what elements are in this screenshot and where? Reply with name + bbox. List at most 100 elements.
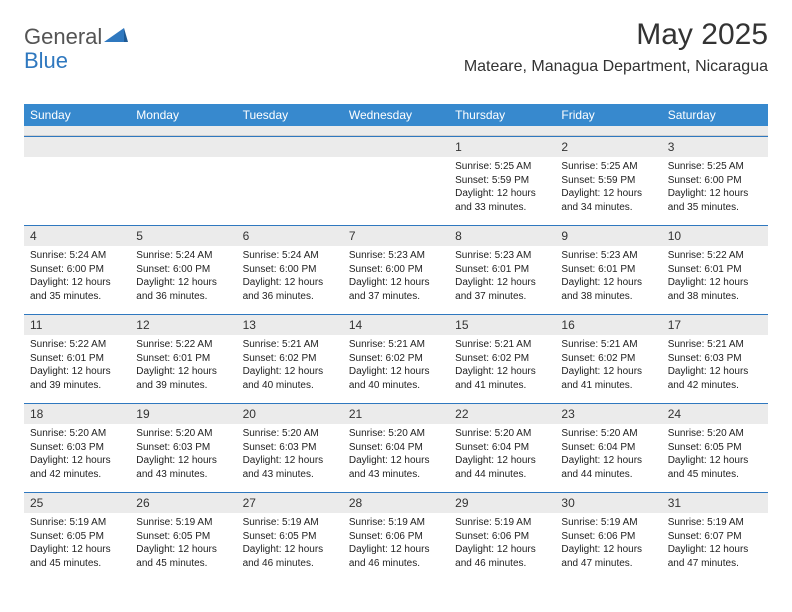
sunrise-text: Sunrise: 5:25 AM — [668, 160, 762, 174]
calendar-day: 26Sunrise: 5:19 AMSunset: 6:05 PMDayligh… — [130, 493, 236, 581]
sunset-text: Sunset: 6:01 PM — [136, 352, 230, 366]
sunrise-text: Sunrise: 5:25 AM — [455, 160, 549, 174]
calendar-day: 30Sunrise: 5:19 AMSunset: 6:06 PMDayligh… — [555, 493, 661, 581]
sunrise-text: Sunrise: 5:19 AM — [30, 516, 124, 530]
day-number: 13 — [237, 315, 343, 335]
calendar-header-row: Sunday Monday Tuesday Wednesday Thursday… — [24, 104, 768, 126]
dow-friday: Friday — [555, 104, 661, 126]
day-number: 22 — [449, 404, 555, 424]
sunrise-text: Sunrise: 5:20 AM — [561, 427, 655, 441]
daylight-text: Daylight: 12 hours and 41 minutes. — [561, 365, 655, 392]
calendar-day: 6Sunrise: 5:24 AMSunset: 6:00 PMDaylight… — [237, 226, 343, 314]
sunset-text: Sunset: 6:01 PM — [30, 352, 124, 366]
daylight-text: Daylight: 12 hours and 41 minutes. — [455, 365, 549, 392]
daylight-text: Daylight: 12 hours and 36 minutes. — [243, 276, 337, 303]
sunset-text: Sunset: 6:03 PM — [136, 441, 230, 455]
calendar-day — [343, 137, 449, 225]
daylight-text: Daylight: 12 hours and 35 minutes. — [668, 187, 762, 214]
day-details: Sunrise: 5:19 AMSunset: 6:06 PMDaylight:… — [343, 513, 449, 574]
day-number: 25 — [24, 493, 130, 513]
daylight-text: Daylight: 12 hours and 43 minutes. — [136, 454, 230, 481]
logo-text-blue: Blue — [24, 48, 68, 73]
day-number: 29 — [449, 493, 555, 513]
calendar-week: 4Sunrise: 5:24 AMSunset: 6:00 PMDaylight… — [24, 225, 768, 314]
title-block: May 2025 Mateare, Managua Department, Ni… — [464, 18, 768, 76]
day-number: 21 — [343, 404, 449, 424]
day-details: Sunrise: 5:20 AMSunset: 6:04 PMDaylight:… — [449, 424, 555, 485]
day-details: Sunrise: 5:19 AMSunset: 6:07 PMDaylight:… — [662, 513, 768, 574]
sunset-text: Sunset: 6:02 PM — [561, 352, 655, 366]
sunset-text: Sunset: 6:05 PM — [136, 530, 230, 544]
daylight-text: Daylight: 12 hours and 40 minutes. — [243, 365, 337, 392]
sunset-text: Sunset: 5:59 PM — [455, 174, 549, 188]
sunrise-text: Sunrise: 5:20 AM — [30, 427, 124, 441]
logo: General — [24, 24, 128, 50]
calendar-day: 1Sunrise: 5:25 AMSunset: 5:59 PMDaylight… — [449, 137, 555, 225]
calendar-week: 18Sunrise: 5:20 AMSunset: 6:03 PMDayligh… — [24, 403, 768, 492]
sunrise-text: Sunrise: 5:25 AM — [561, 160, 655, 174]
day-details: Sunrise: 5:21 AMSunset: 6:02 PMDaylight:… — [555, 335, 661, 396]
sunset-text: Sunset: 6:01 PM — [668, 263, 762, 277]
location-text: Mateare, Managua Department, Nicaragua — [464, 58, 768, 76]
sunrise-text: Sunrise: 5:20 AM — [668, 427, 762, 441]
day-details: Sunrise: 5:22 AMSunset: 6:01 PMDaylight:… — [24, 335, 130, 396]
calendar-day: 23Sunrise: 5:20 AMSunset: 6:04 PMDayligh… — [555, 404, 661, 492]
sunrise-text: Sunrise: 5:19 AM — [561, 516, 655, 530]
header-spacer — [24, 126, 768, 136]
day-number: 2 — [555, 137, 661, 157]
day-details: Sunrise: 5:19 AMSunset: 6:05 PMDaylight:… — [130, 513, 236, 574]
calendar-day — [237, 137, 343, 225]
calendar-day: 14Sunrise: 5:21 AMSunset: 6:02 PMDayligh… — [343, 315, 449, 403]
sunset-text: Sunset: 6:00 PM — [349, 263, 443, 277]
day-number: 15 — [449, 315, 555, 335]
sunset-text: Sunset: 6:05 PM — [30, 530, 124, 544]
sunset-text: Sunset: 6:01 PM — [561, 263, 655, 277]
sunrise-text: Sunrise: 5:20 AM — [243, 427, 337, 441]
day-number: 16 — [555, 315, 661, 335]
calendar-day: 19Sunrise: 5:20 AMSunset: 6:03 PMDayligh… — [130, 404, 236, 492]
day-number: 9 — [555, 226, 661, 246]
sunset-text: Sunset: 6:06 PM — [455, 530, 549, 544]
dow-sunday: Sunday — [24, 104, 130, 126]
sunset-text: Sunset: 6:01 PM — [455, 263, 549, 277]
calendar-day: 16Sunrise: 5:21 AMSunset: 6:02 PMDayligh… — [555, 315, 661, 403]
day-details: Sunrise: 5:19 AMSunset: 6:05 PMDaylight:… — [237, 513, 343, 574]
sunrise-text: Sunrise: 5:21 AM — [455, 338, 549, 352]
calendar-day: 2Sunrise: 5:25 AMSunset: 5:59 PMDaylight… — [555, 137, 661, 225]
calendar-day: 27Sunrise: 5:19 AMSunset: 6:05 PMDayligh… — [237, 493, 343, 581]
dow-monday: Monday — [130, 104, 236, 126]
sunrise-text: Sunrise: 5:23 AM — [349, 249, 443, 263]
calendar-day: 13Sunrise: 5:21 AMSunset: 6:02 PMDayligh… — [237, 315, 343, 403]
sunrise-text: Sunrise: 5:23 AM — [455, 249, 549, 263]
sunrise-text: Sunrise: 5:21 AM — [243, 338, 337, 352]
daylight-text: Daylight: 12 hours and 37 minutes. — [455, 276, 549, 303]
calendar-day: 15Sunrise: 5:21 AMSunset: 6:02 PMDayligh… — [449, 315, 555, 403]
calendar-day: 9Sunrise: 5:23 AMSunset: 6:01 PMDaylight… — [555, 226, 661, 314]
day-details: Sunrise: 5:23 AMSunset: 6:01 PMDaylight:… — [555, 246, 661, 307]
calendar-day: 7Sunrise: 5:23 AMSunset: 6:00 PMDaylight… — [343, 226, 449, 314]
sunrise-text: Sunrise: 5:22 AM — [668, 249, 762, 263]
day-details: Sunrise: 5:25 AMSunset: 5:59 PMDaylight:… — [555, 157, 661, 218]
sunset-text: Sunset: 6:07 PM — [668, 530, 762, 544]
daylight-text: Daylight: 12 hours and 43 minutes. — [243, 454, 337, 481]
sunset-text: Sunset: 6:00 PM — [30, 263, 124, 277]
day-number: 19 — [130, 404, 236, 424]
calendar-day: 20Sunrise: 5:20 AMSunset: 6:03 PMDayligh… — [237, 404, 343, 492]
day-number: 4 — [24, 226, 130, 246]
day-number: 6 — [237, 226, 343, 246]
daylight-text: Daylight: 12 hours and 47 minutes. — [668, 543, 762, 570]
day-details — [343, 157, 449, 219]
sunrise-text: Sunrise: 5:19 AM — [243, 516, 337, 530]
day-details: Sunrise: 5:20 AMSunset: 6:04 PMDaylight:… — [343, 424, 449, 485]
day-details: Sunrise: 5:21 AMSunset: 6:02 PMDaylight:… — [449, 335, 555, 396]
sunset-text: Sunset: 6:04 PM — [349, 441, 443, 455]
day-details: Sunrise: 5:22 AMSunset: 6:01 PMDaylight:… — [130, 335, 236, 396]
sunrise-text: Sunrise: 5:19 AM — [136, 516, 230, 530]
daylight-text: Daylight: 12 hours and 34 minutes. — [561, 187, 655, 214]
day-number: 10 — [662, 226, 768, 246]
sunrise-text: Sunrise: 5:19 AM — [668, 516, 762, 530]
header: General May 2025 Mateare, Managua Depart… — [24, 18, 768, 76]
day-details: Sunrise: 5:24 AMSunset: 6:00 PMDaylight:… — [24, 246, 130, 307]
day-number — [237, 137, 343, 157]
day-details: Sunrise: 5:19 AMSunset: 6:06 PMDaylight:… — [555, 513, 661, 574]
